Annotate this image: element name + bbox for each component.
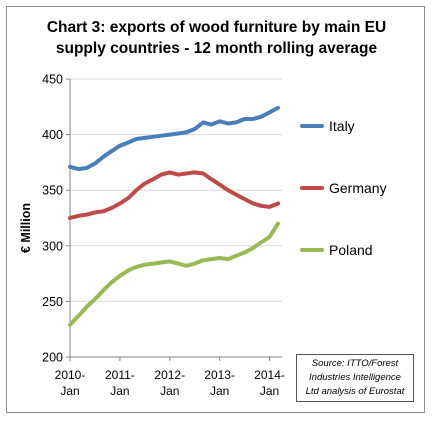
x-tick-label-sub: Jan	[260, 384, 279, 398]
y-axis-title: € Million	[19, 203, 33, 253]
y-tick-label: 400	[42, 128, 63, 142]
series-lines	[68, 105, 280, 327]
y-tick-label: 200	[42, 351, 63, 365]
legend-label-germany: Germany	[329, 180, 387, 196]
series-line-poland	[68, 221, 280, 327]
chart-title-line-2: supply countries - 12 month rolling aver…	[55, 40, 378, 57]
x-tick-label-sub: Jan	[160, 384, 179, 398]
x-tick-label: 2012-	[154, 368, 185, 382]
x-tick-label-sub: Jan	[110, 384, 129, 398]
source-line-3: Ltd analysis of Eurostat	[305, 386, 405, 397]
source-line-1: Source: ITTO/Forest	[311, 358, 399, 369]
x-tick-label: 2010-	[55, 368, 86, 382]
source-line-2: Industries Intelligence	[309, 372, 401, 383]
series-line-italy	[68, 105, 280, 172]
legend-label-italy: Italy	[329, 118, 355, 134]
y-tick-label: 450	[42, 73, 63, 87]
chart-frame: Chart 3: exports of wood furniture by ma…	[6, 6, 425, 413]
x-tick-label: 2014-	[254, 368, 285, 382]
legend-label-poland: Poland	[329, 242, 373, 258]
chart-title: Chart 3: exports of wood furniture by ma…	[7, 17, 426, 59]
gridlines	[70, 78, 282, 302]
y-tick-label: 350	[42, 184, 63, 198]
y-tick-label: 250	[42, 295, 63, 309]
y-tick-label: 300	[42, 239, 63, 253]
chart-title-line-1: Chart 3: exports of wood furniture by ma…	[46, 19, 387, 36]
x-tick-label: 2013-	[204, 368, 235, 382]
source-note: Source: ITTO/Forest Industries Intellige…	[296, 354, 414, 402]
axes: 200 250 300 350 400 450 2010- Jan 2011- Jan 2012- J…	[19, 73, 285, 399]
series-line-germany	[68, 170, 280, 220]
x-tick-label-sub: Jan	[60, 384, 79, 398]
legend: Italy Germany Poland	[300, 118, 387, 258]
x-tick-label-sub: Jan	[210, 384, 229, 398]
x-tick-label: 2011-	[105, 368, 135, 382]
